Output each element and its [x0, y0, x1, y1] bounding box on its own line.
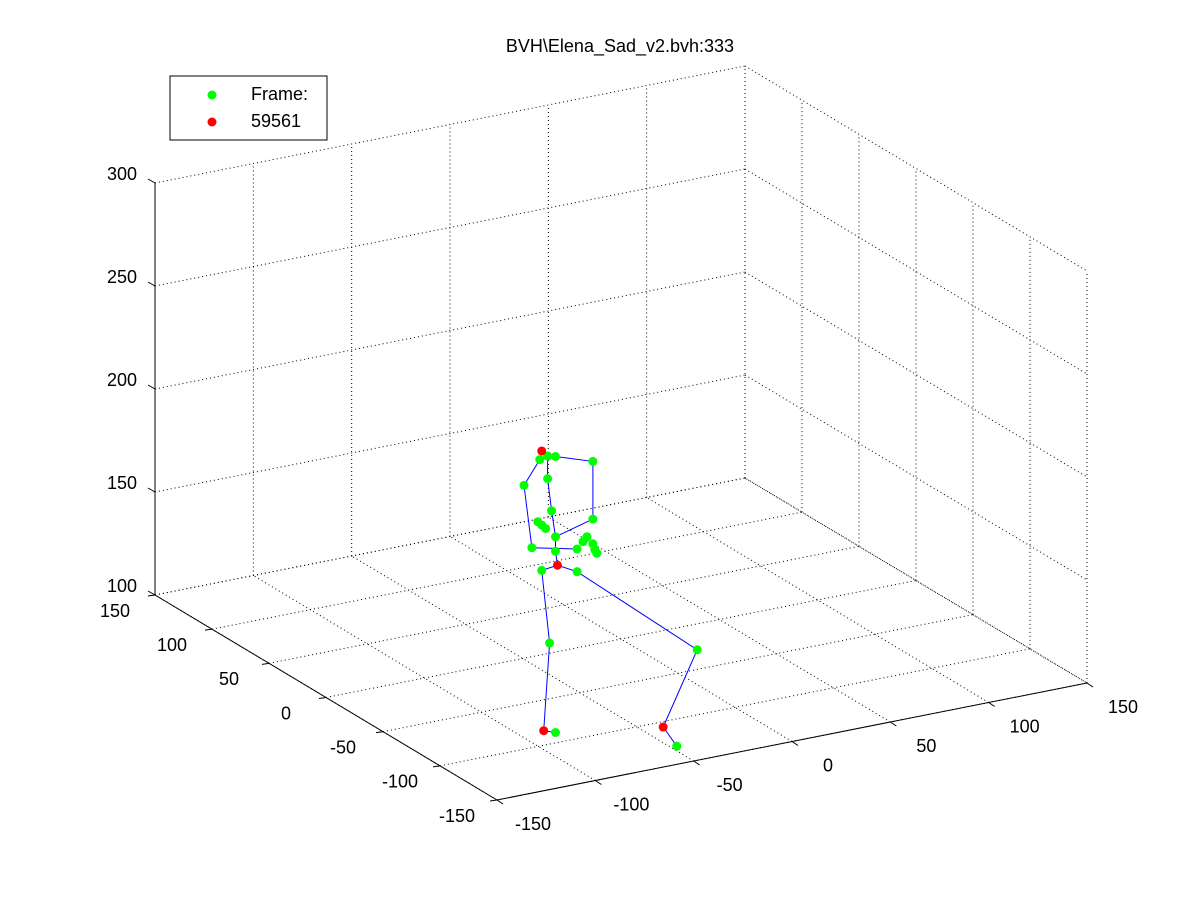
y-tick-label: 100: [157, 635, 187, 655]
x-tick: [595, 780, 602, 785]
joint-marker: [539, 726, 549, 736]
grid-line: [744, 477, 1088, 684]
grid-line: [268, 545, 860, 664]
grid-line: [154, 168, 746, 287]
x-tick-label: -150: [515, 814, 551, 834]
y-tick: [318, 697, 327, 699]
joint-marker: [537, 565, 547, 575]
joint-marker: [672, 741, 682, 751]
joint-marker: [592, 548, 602, 558]
y-tick-label: 0: [281, 703, 291, 723]
x-tick: [988, 702, 995, 707]
grid-line: [325, 580, 917, 698]
y-tick: [432, 765, 441, 768]
y-tick: [261, 662, 270, 665]
grid-line: [154, 477, 746, 596]
joint-marker: [543, 474, 553, 484]
grid-line: [154, 271, 746, 390]
joint-marker: [572, 567, 582, 577]
z-tick-label: 150: [107, 473, 137, 493]
y-tick-label: -50: [330, 737, 356, 757]
joint-marker: [658, 722, 668, 732]
y-tick: [375, 731, 384, 734]
x-tick-label: 100: [1010, 716, 1040, 736]
legend-marker: [207, 117, 217, 127]
y-tick: [489, 799, 498, 802]
joint-marker: [550, 546, 560, 556]
joint-marker: [582, 532, 592, 542]
z-tick-label: 250: [107, 267, 137, 287]
x-tick: [1086, 682, 1094, 688]
z-tick: [147, 384, 156, 390]
x-tick: [693, 760, 700, 766]
x-tick: [890, 721, 897, 727]
chart-title: BVH\Elena_Sad_v2.bvh:333: [506, 36, 734, 57]
legend-label: Frame:: [251, 84, 308, 104]
y-tick: [147, 594, 156, 597]
x-tick-label: 0: [823, 755, 833, 775]
grid-line: [211, 511, 803, 630]
joint-marker: [527, 543, 537, 553]
z-tick-label: 100: [107, 576, 137, 596]
y-tick: [204, 628, 213, 631]
joint-marker: [588, 456, 598, 466]
legend-box: [169, 75, 328, 141]
z-tick: [147, 590, 156, 596]
z-tick-label: 200: [107, 370, 137, 390]
z-tick-label: 300: [107, 164, 137, 184]
joint-marker: [550, 451, 560, 461]
joint-marker: [552, 560, 562, 570]
grid-line: [382, 614, 974, 733]
grid-line: [154, 374, 746, 493]
joint-marker: [519, 480, 529, 490]
joint-marker: [692, 645, 702, 655]
joint-marker: [547, 506, 557, 516]
joint-marker: [588, 514, 598, 524]
legend-marker: [207, 90, 217, 100]
y-tick-label: -150: [439, 806, 475, 826]
grid-line: [646, 497, 989, 703]
joint-marker: [588, 539, 598, 549]
y-tick-label: 150: [100, 601, 130, 621]
y-tick-label: -100: [382, 772, 418, 792]
x-tick-label: 50: [916, 736, 936, 756]
grid-line: [744, 65, 1088, 272]
joint-marker: [550, 532, 560, 542]
z-tick: [147, 281, 156, 287]
joint-marker: [535, 455, 545, 465]
grid-line: [744, 271, 1088, 478]
grid-line: [744, 374, 1088, 581]
joint-marker: [543, 451, 553, 461]
z-tick: [147, 178, 156, 184]
x-tick: [791, 741, 799, 746]
legend-label: 59561: [251, 111, 301, 131]
grid-line: [439, 648, 1031, 767]
grid-line: [154, 65, 746, 184]
x-tick-label: 150: [1108, 697, 1138, 717]
x-tick-label: -50: [717, 775, 743, 795]
joint-marker: [572, 544, 582, 554]
joint-marker: [545, 638, 555, 648]
joint-marker: [541, 523, 551, 533]
y-tick-label: 50: [219, 669, 239, 689]
joint-marker: [537, 446, 547, 456]
x-tick: [496, 799, 504, 805]
grid-line: [744, 168, 1088, 375]
x-tick-label: -100: [613, 794, 649, 814]
z-tick: [147, 487, 156, 493]
joint-marker: [550, 728, 560, 737]
